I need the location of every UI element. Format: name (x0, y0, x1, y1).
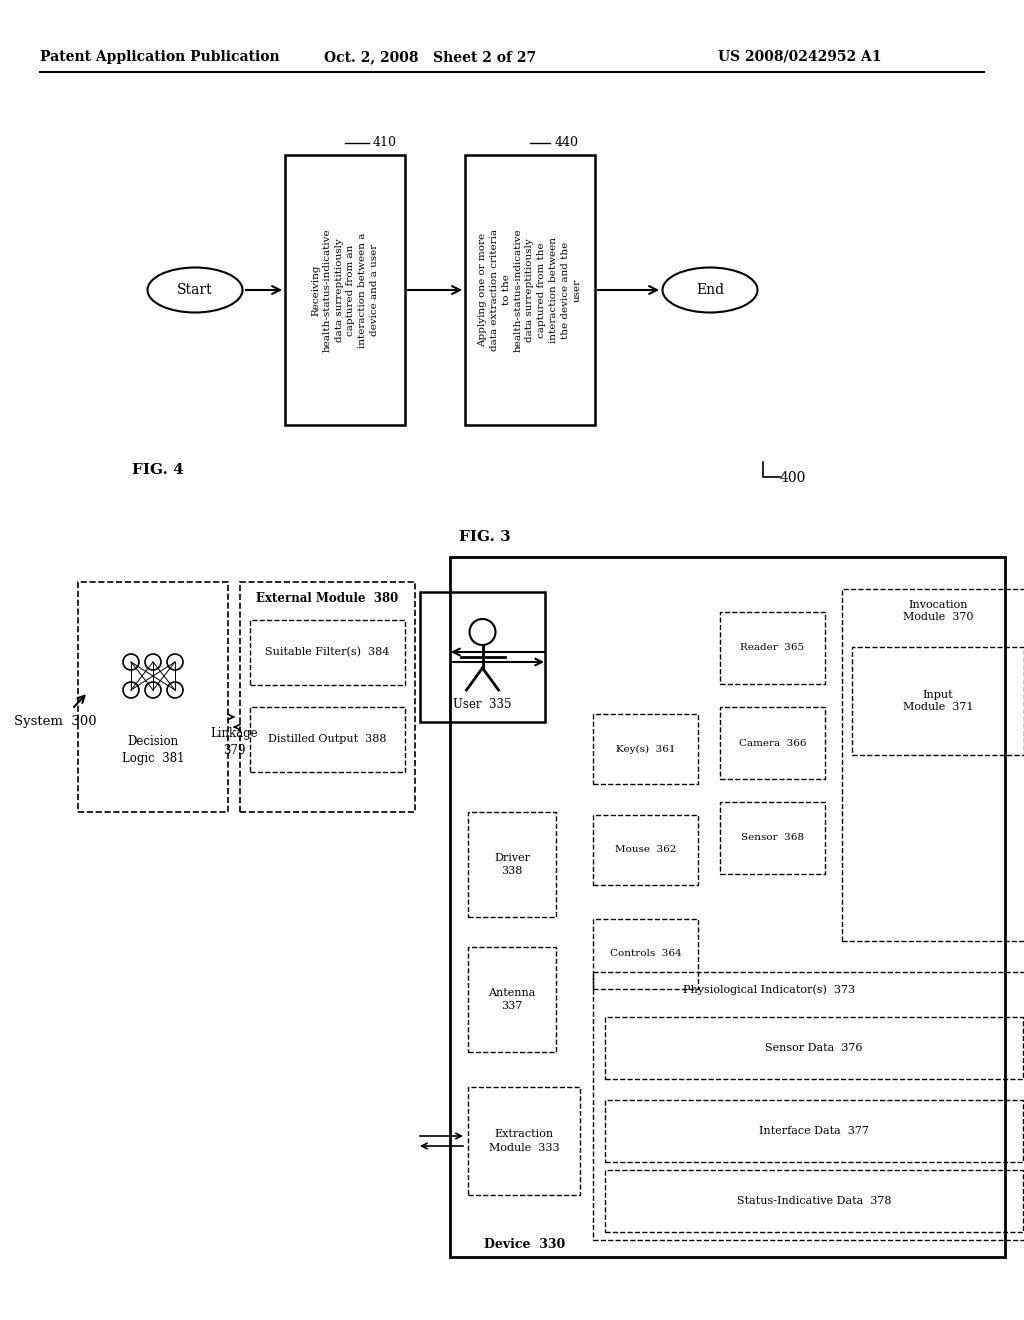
Bar (468, 812, 556, 917)
Bar (720, 803, 825, 874)
Text: Status-Indicative Data  378: Status-Indicative Data 378 (736, 1196, 891, 1206)
Text: Key(s)  361: Key(s) 361 (615, 744, 675, 754)
Text: FIG. 4: FIG. 4 (132, 463, 184, 477)
Bar (285, 154, 406, 425)
Bar (605, 1016, 1023, 1078)
Bar (593, 919, 698, 989)
Text: Physiological Indicator(s)  373: Physiological Indicator(s) 373 (683, 985, 855, 995)
Text: End: End (696, 282, 724, 297)
Text: US 2008/0242952 A1: US 2008/0242952 A1 (718, 50, 882, 63)
Text: Camera  366: Camera 366 (738, 738, 806, 747)
Bar (593, 972, 1024, 1239)
Text: 400: 400 (780, 471, 806, 484)
Text: FIG. 3: FIG. 3 (459, 531, 511, 544)
Bar (465, 154, 595, 425)
Text: Decision
Logic  381: Decision Logic 381 (122, 735, 184, 766)
Bar (720, 612, 825, 684)
Bar (605, 1100, 1023, 1162)
Text: Input
Module  371: Input Module 371 (903, 690, 973, 713)
Text: Driver
338: Driver 338 (494, 853, 530, 876)
Text: Controls  364: Controls 364 (609, 949, 681, 958)
Text: External Module  380: External Module 380 (256, 593, 398, 606)
Bar (240, 582, 415, 812)
Bar (852, 647, 1024, 755)
Text: Invocation
Module  370: Invocation Module 370 (903, 599, 973, 622)
Text: Device  330: Device 330 (484, 1238, 565, 1251)
Text: Suitable Filter(s)  384: Suitable Filter(s) 384 (265, 647, 390, 657)
Text: Start: Start (177, 282, 213, 297)
Bar (468, 946, 556, 1052)
Bar (250, 708, 406, 772)
Bar (720, 708, 825, 779)
Text: Linkage
379: Linkage 379 (210, 727, 258, 756)
Text: Sensor  368: Sensor 368 (741, 833, 804, 842)
Text: Applying one or more
data extraction criteria
to the
health-status-indicative
da: Applying one or more data extraction cri… (478, 228, 582, 352)
Text: System  300: System 300 (13, 715, 96, 729)
Text: Extraction
Module  333: Extraction Module 333 (488, 1130, 559, 1152)
Text: Interface Data  377: Interface Data 377 (759, 1126, 869, 1137)
Bar (593, 714, 698, 784)
Text: Oct. 2, 2008   Sheet 2 of 27: Oct. 2, 2008 Sheet 2 of 27 (324, 50, 536, 63)
Text: Sensor Data  376: Sensor Data 376 (765, 1043, 863, 1053)
Bar (605, 1170, 1023, 1232)
Bar (842, 589, 1024, 941)
Text: User  335: User 335 (454, 698, 512, 711)
Text: Antenna
337: Antenna 337 (488, 987, 536, 1011)
Text: 440: 440 (555, 136, 579, 149)
Bar (593, 814, 698, 884)
Bar (420, 591, 545, 722)
Text: Patent Application Publication: Patent Application Publication (40, 50, 280, 63)
Bar (250, 620, 406, 685)
Text: Distilled Output  388: Distilled Output 388 (268, 734, 387, 744)
Bar (468, 1086, 580, 1195)
Text: Reader  365: Reader 365 (740, 644, 805, 652)
Text: Receiving
health-status-indicative
data surreptitiously
captured from an
interac: Receiving health-status-indicative data … (311, 228, 379, 352)
Text: 410: 410 (373, 136, 397, 149)
Bar (450, 557, 1005, 1257)
Bar (78, 582, 228, 812)
Text: Mouse  362: Mouse 362 (614, 846, 676, 854)
